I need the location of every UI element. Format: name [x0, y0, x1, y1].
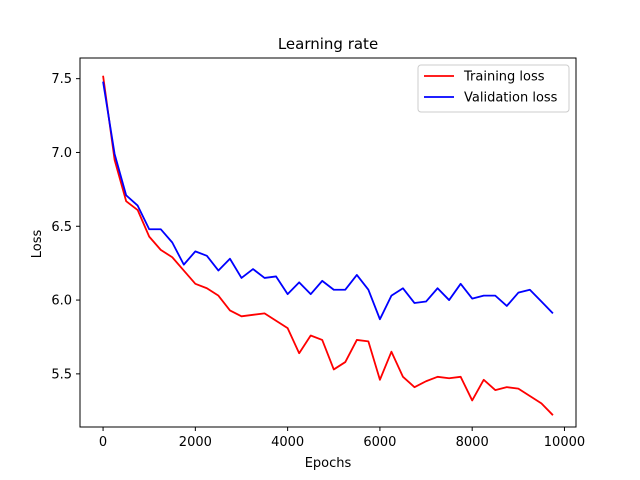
- x-tick-label: 10000: [544, 435, 585, 450]
- y-axis-ticks: 5.5 6.0 6.5 7.0 7.5: [51, 72, 80, 382]
- y-tick-label: 6.0: [51, 294, 72, 309]
- chart-title: Learning rate: [278, 35, 378, 53]
- legend-box: [417, 64, 570, 113]
- y-tick-label: 5.5: [51, 367, 72, 382]
- y-axis-label: Loss: [30, 230, 45, 259]
- y-tick-label: 6.5: [51, 220, 72, 235]
- x-axis-label: Epochs: [305, 456, 352, 471]
- legend-label-validation: Validation loss: [464, 91, 558, 106]
- x-tick-label: 4000: [271, 435, 304, 450]
- legend-label-training: Training loss: [463, 70, 545, 85]
- x-axis-ticks: 0 2000 4000 6000 8000 10000: [99, 427, 585, 450]
- series-line-validation-loss: [102, 81, 554, 321]
- y-tick-label: 7.0: [51, 146, 72, 161]
- legend: Training loss Validation loss: [417, 64, 570, 113]
- y-tick-label: 7.5: [51, 72, 72, 87]
- series-line-training-loss: [102, 75, 554, 416]
- x-tick-label: 6000: [363, 435, 396, 450]
- plot-area: [80, 58, 576, 427]
- plot-frame: [79, 57, 577, 428]
- x-tick-label: 0: [99, 435, 107, 450]
- x-tick-label: 2000: [179, 435, 212, 450]
- x-tick-label: 8000: [456, 435, 489, 450]
- series-lines: [102, 75, 554, 416]
